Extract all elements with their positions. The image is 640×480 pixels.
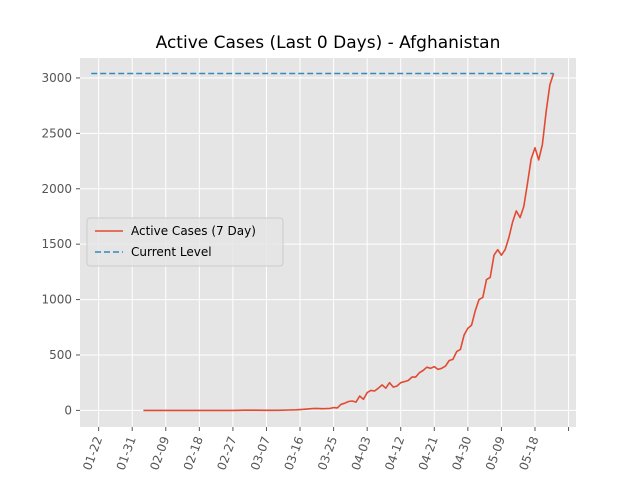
y-tick-label: 0 bbox=[64, 403, 72, 417]
y-tick-label: 3000 bbox=[41, 71, 72, 85]
y-tick-label: 500 bbox=[49, 348, 72, 362]
x-tick-label: 03-07 bbox=[248, 435, 273, 473]
y-tick-label: 2000 bbox=[41, 182, 72, 196]
active-cases-line bbox=[143, 73, 555, 412]
x-tick-label: 02-09 bbox=[147, 435, 172, 473]
x-tick-label: 02-27 bbox=[214, 435, 239, 473]
x-tick-label: 05-18 bbox=[516, 435, 541, 473]
legend: Active Cases (7 Day) Current Level bbox=[86, 217, 284, 267]
x-tick-label: 04-12 bbox=[382, 435, 407, 473]
legend-label: Current Level bbox=[131, 245, 212, 259]
y-tick-label: 1000 bbox=[41, 293, 72, 307]
x-tick-label: 01-31 bbox=[114, 435, 139, 473]
x-tick-label: 05-09 bbox=[483, 435, 508, 473]
x-tick-label: 02-18 bbox=[181, 435, 206, 473]
x-tick-label: 03-16 bbox=[282, 435, 307, 473]
legend-label: Active Cases (7 Day) bbox=[131, 224, 256, 238]
legend-box bbox=[86, 217, 284, 267]
x-tick-label: 04-03 bbox=[349, 435, 374, 473]
chart-title: Active Cases (Last 0 Days) - Afghanistan bbox=[156, 33, 501, 53]
x-tick-label: 03-25 bbox=[315, 435, 340, 473]
y-tick-label: 2500 bbox=[41, 126, 72, 140]
y-tick-label: 1500 bbox=[41, 237, 72, 251]
x-tick-label: 04-21 bbox=[416, 435, 441, 473]
x-tick-label: 01-22 bbox=[80, 435, 105, 473]
x-tick-label: 04-30 bbox=[449, 435, 474, 473]
series-layer bbox=[91, 72, 555, 412]
